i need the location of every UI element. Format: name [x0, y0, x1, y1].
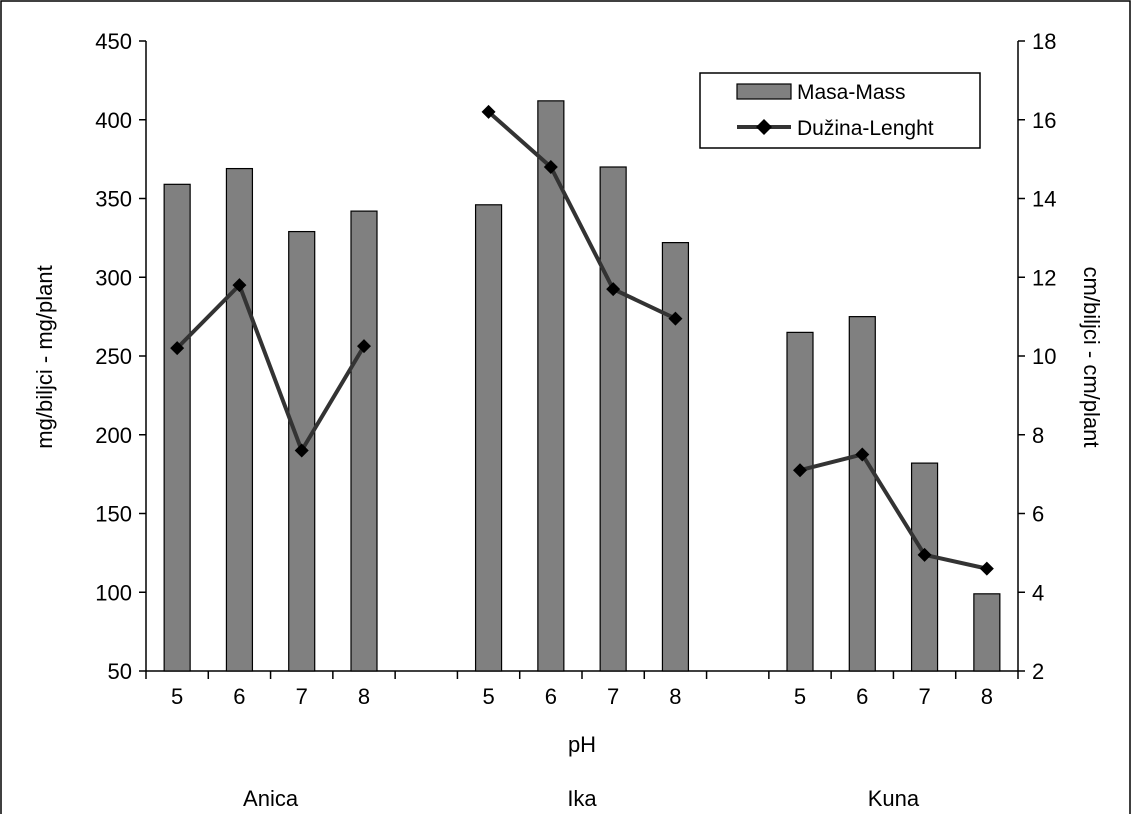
y-tick-label-right: 10: [1032, 344, 1056, 369]
legend-box: [699, 72, 981, 149]
x-tick-label: 8: [981, 684, 993, 709]
line-length: [175, 283, 366, 453]
y-tick-label-left: 400: [95, 108, 132, 133]
x-tick-label: 7: [296, 684, 308, 709]
y-tick-label-right: 14: [1032, 187, 1056, 212]
bar-mass: [786, 331, 814, 672]
line-length: [487, 110, 677, 321]
line-layer: [170, 104, 994, 576]
y-tick-label-left: 200: [95, 423, 132, 448]
y-tick-label-left: 300: [95, 265, 132, 290]
x-tick-label: 5: [482, 684, 494, 709]
bar-mass: [910, 462, 939, 672]
x-tick-label: 6: [856, 684, 868, 709]
y-tick-label-left: 100: [95, 580, 132, 605]
legend-marker: [756, 119, 772, 135]
x-tick-label: 7: [918, 684, 930, 709]
y-tick-label-left: 50: [108, 659, 132, 684]
x-tick-label: 6: [233, 684, 245, 709]
line-marker: [294, 443, 309, 458]
legend-label-length: Dužina-Lenght: [797, 117, 934, 140]
y-tick-label-left: 450: [95, 29, 132, 54]
y-tick-label-left: 350: [95, 187, 132, 212]
legend-bar-swatch: [736, 83, 792, 100]
line-marker: [855, 447, 870, 462]
y-tick-label-left: 150: [95, 502, 132, 527]
x-tick-label: 8: [669, 684, 681, 709]
labels-layer: pH mg/biljci - mg/plant cm/biljci - cm/p…: [32, 29, 1104, 811]
line-marker: [979, 561, 994, 576]
x-tick-label: 6: [545, 684, 557, 709]
group-label: Ika: [567, 786, 597, 811]
legend-label-mass: Masa-Mass: [797, 81, 906, 104]
y-tick-label-right: 18: [1032, 29, 1056, 54]
bar-mass: [474, 204, 503, 672]
bars-layer: [163, 100, 1001, 672]
bar-mass: [225, 167, 254, 672]
y-axis-title-left: mg/biljci - mg/plant: [32, 265, 57, 448]
bar-mass: [599, 166, 627, 672]
y-tick-label-right: 12: [1032, 265, 1056, 290]
x-axis-title: pH: [568, 732, 596, 757]
y-tick-label-right: 6: [1032, 502, 1044, 527]
bar-mass: [848, 316, 876, 672]
x-tick-label: 5: [171, 684, 183, 709]
line-marker: [543, 160, 558, 174]
line-marker: [232, 278, 247, 293]
line-marker: [668, 311, 683, 326]
bar-mass: [350, 210, 378, 672]
y-tick-label-right: 8: [1032, 423, 1044, 448]
line-marker: [170, 341, 185, 356]
y-tick-label-right: 16: [1032, 108, 1056, 133]
y-tick-label-right: 2: [1032, 659, 1044, 684]
bar-mass: [163, 183, 191, 672]
line-marker: [481, 104, 496, 119]
group-label: Anica: [243, 786, 299, 811]
bar-mass: [661, 242, 690, 672]
line-marker: [793, 463, 807, 478]
y-tick-label-left: 250: [95, 344, 132, 369]
y-tick-label-right: 4: [1032, 580, 1044, 605]
x-tick-label: 7: [607, 684, 619, 709]
x-tick-label: 5: [794, 684, 806, 709]
line-marker: [606, 282, 621, 297]
group-label: Kuna: [868, 786, 920, 811]
y-axis-title-right: cm/biljci - cm/plant: [1079, 267, 1104, 448]
bar-mass: [288, 230, 316, 672]
line-marker: [917, 547, 932, 562]
line-length: [799, 452, 988, 571]
bar-mass: [537, 100, 565, 672]
x-tick-label: 8: [358, 684, 370, 709]
line-marker: [357, 339, 371, 354]
legend: Masa-Mass Dužina-Lenght: [699, 72, 981, 149]
bar-mass: [973, 593, 1001, 672]
